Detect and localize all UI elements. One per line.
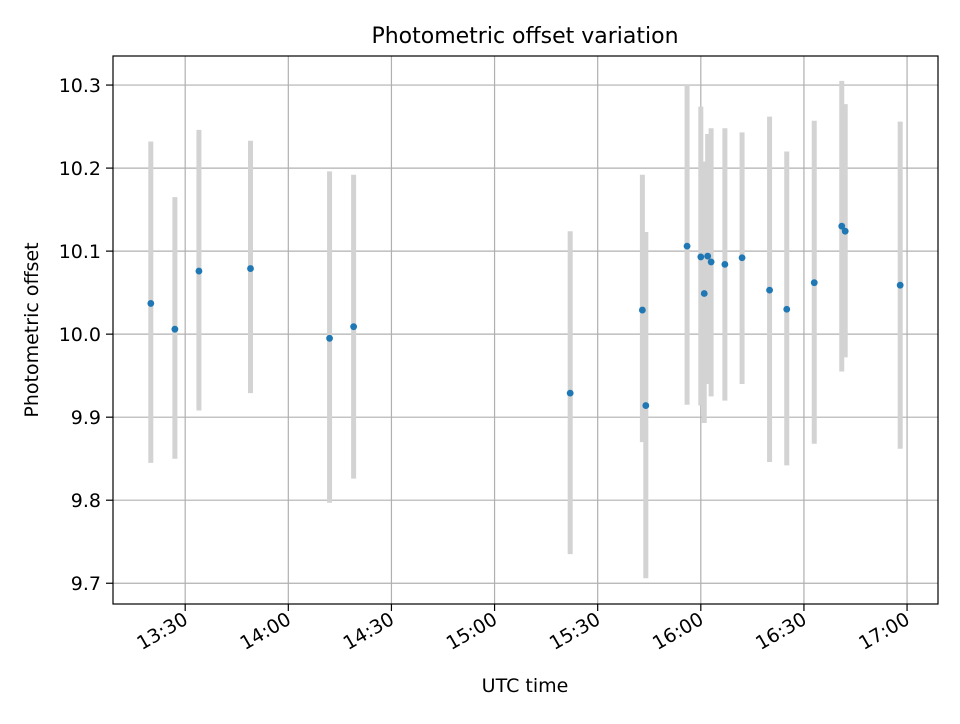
x-tick-label: 16:00 bbox=[649, 608, 707, 654]
x-tick-label: 15:00 bbox=[443, 608, 501, 654]
data-point bbox=[147, 300, 155, 307]
data-point bbox=[783, 305, 791, 313]
data-point bbox=[766, 286, 773, 294]
data-point bbox=[841, 227, 849, 235]
chart-title: Photometric offset variation bbox=[371, 24, 678, 49]
x-tick-label: 14:00 bbox=[236, 608, 294, 654]
data-point bbox=[707, 258, 715, 266]
y-tick-label: 10.2 bbox=[59, 158, 101, 180]
x-axis-label: UTC time bbox=[482, 675, 569, 697]
data-point bbox=[638, 306, 646, 314]
plot-frame bbox=[112, 55, 939, 605]
data-point bbox=[683, 242, 691, 250]
data-points bbox=[147, 222, 904, 409]
data-point bbox=[350, 323, 358, 331]
x-tick-label: 17:00 bbox=[855, 608, 913, 654]
data-point bbox=[195, 267, 203, 275]
data-point bbox=[247, 265, 254, 272]
y-tick-label: 10.3 bbox=[59, 75, 101, 97]
data-point bbox=[171, 325, 179, 333]
data-point bbox=[704, 252, 712, 260]
y-tick-label: 9.9 bbox=[71, 407, 101, 429]
x-tick-label: 15:30 bbox=[546, 608, 604, 654]
data-point bbox=[810, 279, 818, 287]
data-point bbox=[700, 290, 708, 297]
error-bars bbox=[148, 80, 903, 579]
y-axis-label: Photometric offset bbox=[21, 242, 43, 417]
data-point bbox=[697, 253, 705, 261]
x-tick-label: 14:30 bbox=[340, 608, 398, 654]
x-tick-label: 16:30 bbox=[752, 608, 810, 654]
x-tick-label: 13:30 bbox=[133, 608, 191, 654]
y-tick-label: 9.8 bbox=[71, 490, 101, 512]
data-point bbox=[838, 222, 846, 230]
y-tick-label: 10.1 bbox=[59, 241, 101, 263]
data-point bbox=[721, 261, 729, 268]
data-point bbox=[642, 402, 650, 409]
y-axis-ticks: 9.7 9.8 9.9 10.0 10.1 10.2 10.3 bbox=[59, 75, 113, 595]
data-point bbox=[896, 281, 904, 289]
data-point bbox=[738, 254, 746, 262]
x-axis-ticks: 13:30 14:00 14:30 15:00 15:30 16:00 16:30 17:00 bbox=[133, 604, 914, 655]
y-tick-label: 9.7 bbox=[71, 573, 101, 595]
data-point bbox=[326, 334, 333, 342]
data-point bbox=[566, 389, 574, 397]
y-tick-label: 10.0 bbox=[59, 324, 101, 346]
